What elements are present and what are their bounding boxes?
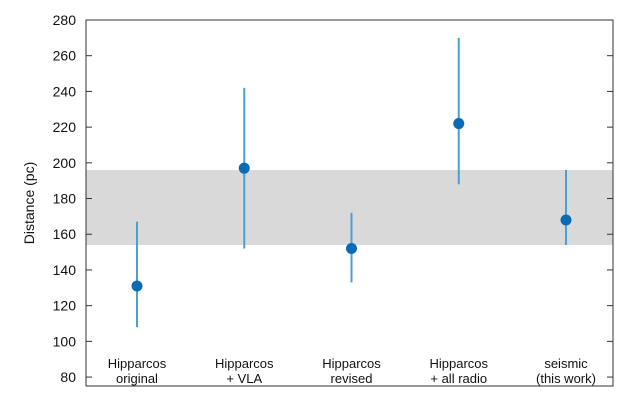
y-tick-label: 280 — [53, 12, 77, 28]
category-label: + all radio — [430, 371, 487, 386]
data-point — [560, 214, 572, 226]
category-label: original — [116, 371, 158, 386]
y-axis-title: Distance (pc) — [21, 162, 37, 244]
y-tick-label: 80 — [60, 369, 76, 385]
category-label: Hipparcos — [215, 356, 274, 371]
category-label: + VLA — [226, 371, 262, 386]
y-tick-label: 100 — [53, 333, 77, 349]
y-tick-label: 220 — [53, 119, 77, 135]
data-point — [238, 162, 250, 174]
category-label: Hipparcos — [322, 356, 381, 371]
y-tick-label: 260 — [53, 48, 77, 64]
category-label: seismic — [544, 356, 588, 371]
y-axis: 80 100 120 140 160 180 200 220 240 260 280 — [53, 12, 613, 385]
data-points — [131, 118, 572, 292]
y-tick-label: 140 — [53, 262, 77, 278]
plot-frame — [85, 19, 614, 387]
data-point — [453, 118, 465, 130]
uncertainty-band — [86, 169, 613, 245]
category-label: Hipparcos — [108, 356, 167, 371]
data-point — [346, 243, 357, 255]
y-tick-label: 180 — [53, 191, 77, 207]
category-label: (this work) — [536, 371, 596, 386]
y-tick-label: 120 — [53, 298, 77, 314]
category-label: revised — [331, 371, 373, 386]
y-tick-label: 240 — [53, 83, 77, 99]
category-label: Hipparcos — [429, 356, 488, 371]
y-tick-label: 200 — [53, 155, 77, 171]
data-point — [131, 280, 143, 292]
y-tick-label: 160 — [53, 226, 77, 242]
